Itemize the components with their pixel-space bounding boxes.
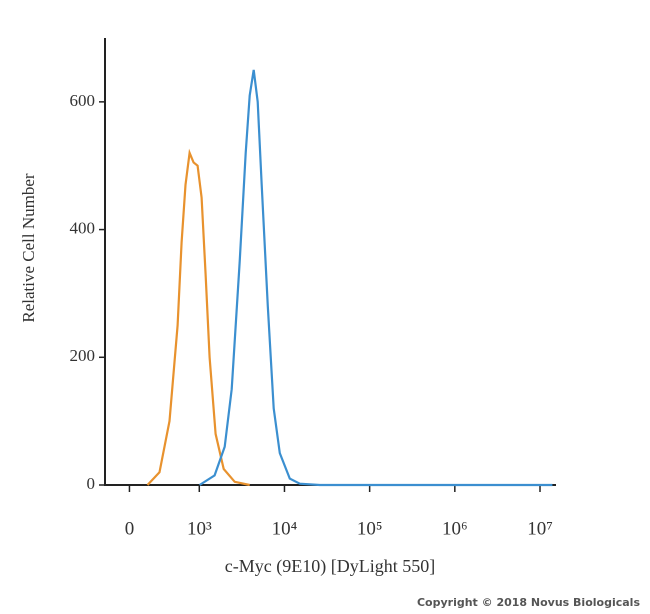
x-tick-label: 10⁶ <box>442 518 468 539</box>
histogram-line <box>199 69 553 487</box>
copyright: Copyright © 2018 Novus Biologicals <box>417 596 640 609</box>
x-tick-label: 10³ <box>187 518 212 539</box>
y-tick-label: 400 <box>70 218 96 237</box>
x-axis-label: c-Myc (9E10) [DyLight 550] <box>225 556 435 577</box>
x-tick-label: 10⁷ <box>527 518 553 539</box>
histogram-line <box>146 148 250 487</box>
x-tick-label: 10⁵ <box>357 518 383 539</box>
x-tick-label: 0 <box>125 518 135 539</box>
y-tick-label: 200 <box>70 346 96 365</box>
y-tick-label: 600 <box>70 91 96 110</box>
x-tick-label: 10⁴ <box>272 518 298 539</box>
y-tick-label: 0 <box>87 474 96 493</box>
y-axis-label: Relative Cell Number <box>19 173 38 323</box>
